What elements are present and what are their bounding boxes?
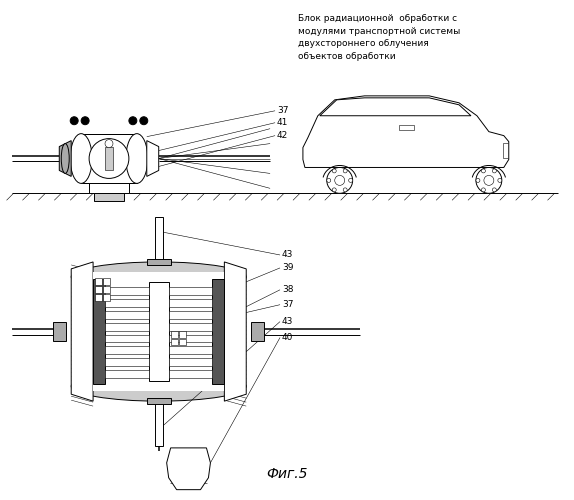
Bar bbox=[400, 124, 414, 130]
Text: Фиг.5: Фиг.5 bbox=[266, 467, 308, 481]
Text: 40: 40 bbox=[282, 333, 293, 342]
Bar bbox=[89, 184, 129, 194]
Ellipse shape bbox=[126, 134, 148, 184]
Bar bbox=[95, 278, 102, 285]
Bar bbox=[212, 279, 224, 384]
Circle shape bbox=[129, 116, 137, 124]
Bar bbox=[147, 398, 170, 404]
Bar bbox=[105, 146, 113, 171]
Polygon shape bbox=[59, 140, 71, 176]
Circle shape bbox=[335, 176, 344, 186]
Bar bbox=[169, 298, 212, 306]
Circle shape bbox=[476, 178, 480, 182]
Bar bbox=[149, 282, 169, 382]
Bar bbox=[179, 330, 185, 338]
Bar bbox=[105, 310, 149, 318]
Bar bbox=[105, 298, 149, 306]
Bar bbox=[169, 334, 212, 342]
Circle shape bbox=[492, 188, 497, 192]
Circle shape bbox=[327, 178, 331, 182]
Bar bbox=[105, 346, 149, 354]
Bar bbox=[81, 134, 137, 184]
Bar bbox=[105, 358, 149, 366]
Bar bbox=[105, 370, 149, 378]
Text: 43: 43 bbox=[282, 317, 293, 326]
Circle shape bbox=[348, 178, 352, 182]
Polygon shape bbox=[147, 140, 159, 176]
Bar bbox=[503, 142, 508, 158]
Circle shape bbox=[482, 169, 486, 173]
Bar bbox=[95, 294, 102, 300]
Circle shape bbox=[327, 168, 352, 194]
Bar bbox=[169, 346, 212, 354]
Polygon shape bbox=[71, 262, 93, 401]
Polygon shape bbox=[166, 448, 211, 490]
Bar bbox=[179, 338, 185, 345]
Bar bbox=[94, 194, 124, 202]
Circle shape bbox=[105, 140, 113, 147]
Circle shape bbox=[140, 116, 148, 124]
Circle shape bbox=[332, 169, 336, 173]
Ellipse shape bbox=[61, 144, 69, 174]
Circle shape bbox=[498, 178, 502, 182]
Bar bbox=[93, 279, 105, 384]
Circle shape bbox=[81, 116, 89, 124]
Bar bbox=[53, 322, 66, 342]
Bar bbox=[169, 370, 212, 378]
Bar bbox=[105, 322, 149, 330]
Bar bbox=[169, 322, 212, 330]
Bar bbox=[169, 287, 212, 294]
Bar bbox=[251, 322, 264, 342]
Bar bbox=[147, 259, 170, 265]
Text: 38: 38 bbox=[282, 286, 293, 294]
Bar bbox=[155, 217, 162, 262]
Text: 41: 41 bbox=[277, 118, 288, 127]
Circle shape bbox=[343, 169, 347, 173]
Bar bbox=[103, 278, 110, 285]
Bar bbox=[93, 272, 224, 391]
Bar bbox=[155, 401, 162, 446]
Circle shape bbox=[482, 188, 486, 192]
Text: 39: 39 bbox=[282, 264, 293, 272]
Bar bbox=[95, 286, 102, 293]
Text: 37: 37 bbox=[282, 300, 293, 309]
Bar bbox=[169, 358, 212, 366]
Text: 42: 42 bbox=[277, 131, 288, 140]
Bar bbox=[105, 287, 149, 294]
Polygon shape bbox=[320, 98, 471, 116]
Ellipse shape bbox=[71, 372, 246, 401]
Ellipse shape bbox=[71, 262, 246, 292]
Circle shape bbox=[70, 116, 78, 124]
Bar bbox=[169, 310, 212, 318]
Bar bbox=[103, 294, 110, 300]
Text: Блок радиационной  обработки с
модулями транспортной системы
двухстороннего облу: Блок радиационной обработки с модулями т… bbox=[298, 14, 460, 61]
Bar bbox=[105, 334, 149, 342]
Circle shape bbox=[476, 168, 502, 194]
Polygon shape bbox=[303, 96, 509, 168]
Text: 43: 43 bbox=[282, 250, 293, 260]
Bar bbox=[103, 286, 110, 293]
Bar bbox=[170, 338, 177, 345]
Circle shape bbox=[89, 138, 129, 178]
Text: 37: 37 bbox=[277, 106, 289, 116]
Ellipse shape bbox=[70, 134, 92, 184]
Circle shape bbox=[484, 176, 494, 186]
Polygon shape bbox=[224, 262, 246, 401]
Circle shape bbox=[332, 188, 336, 192]
Bar bbox=[170, 330, 177, 338]
Circle shape bbox=[343, 188, 347, 192]
Circle shape bbox=[492, 169, 497, 173]
